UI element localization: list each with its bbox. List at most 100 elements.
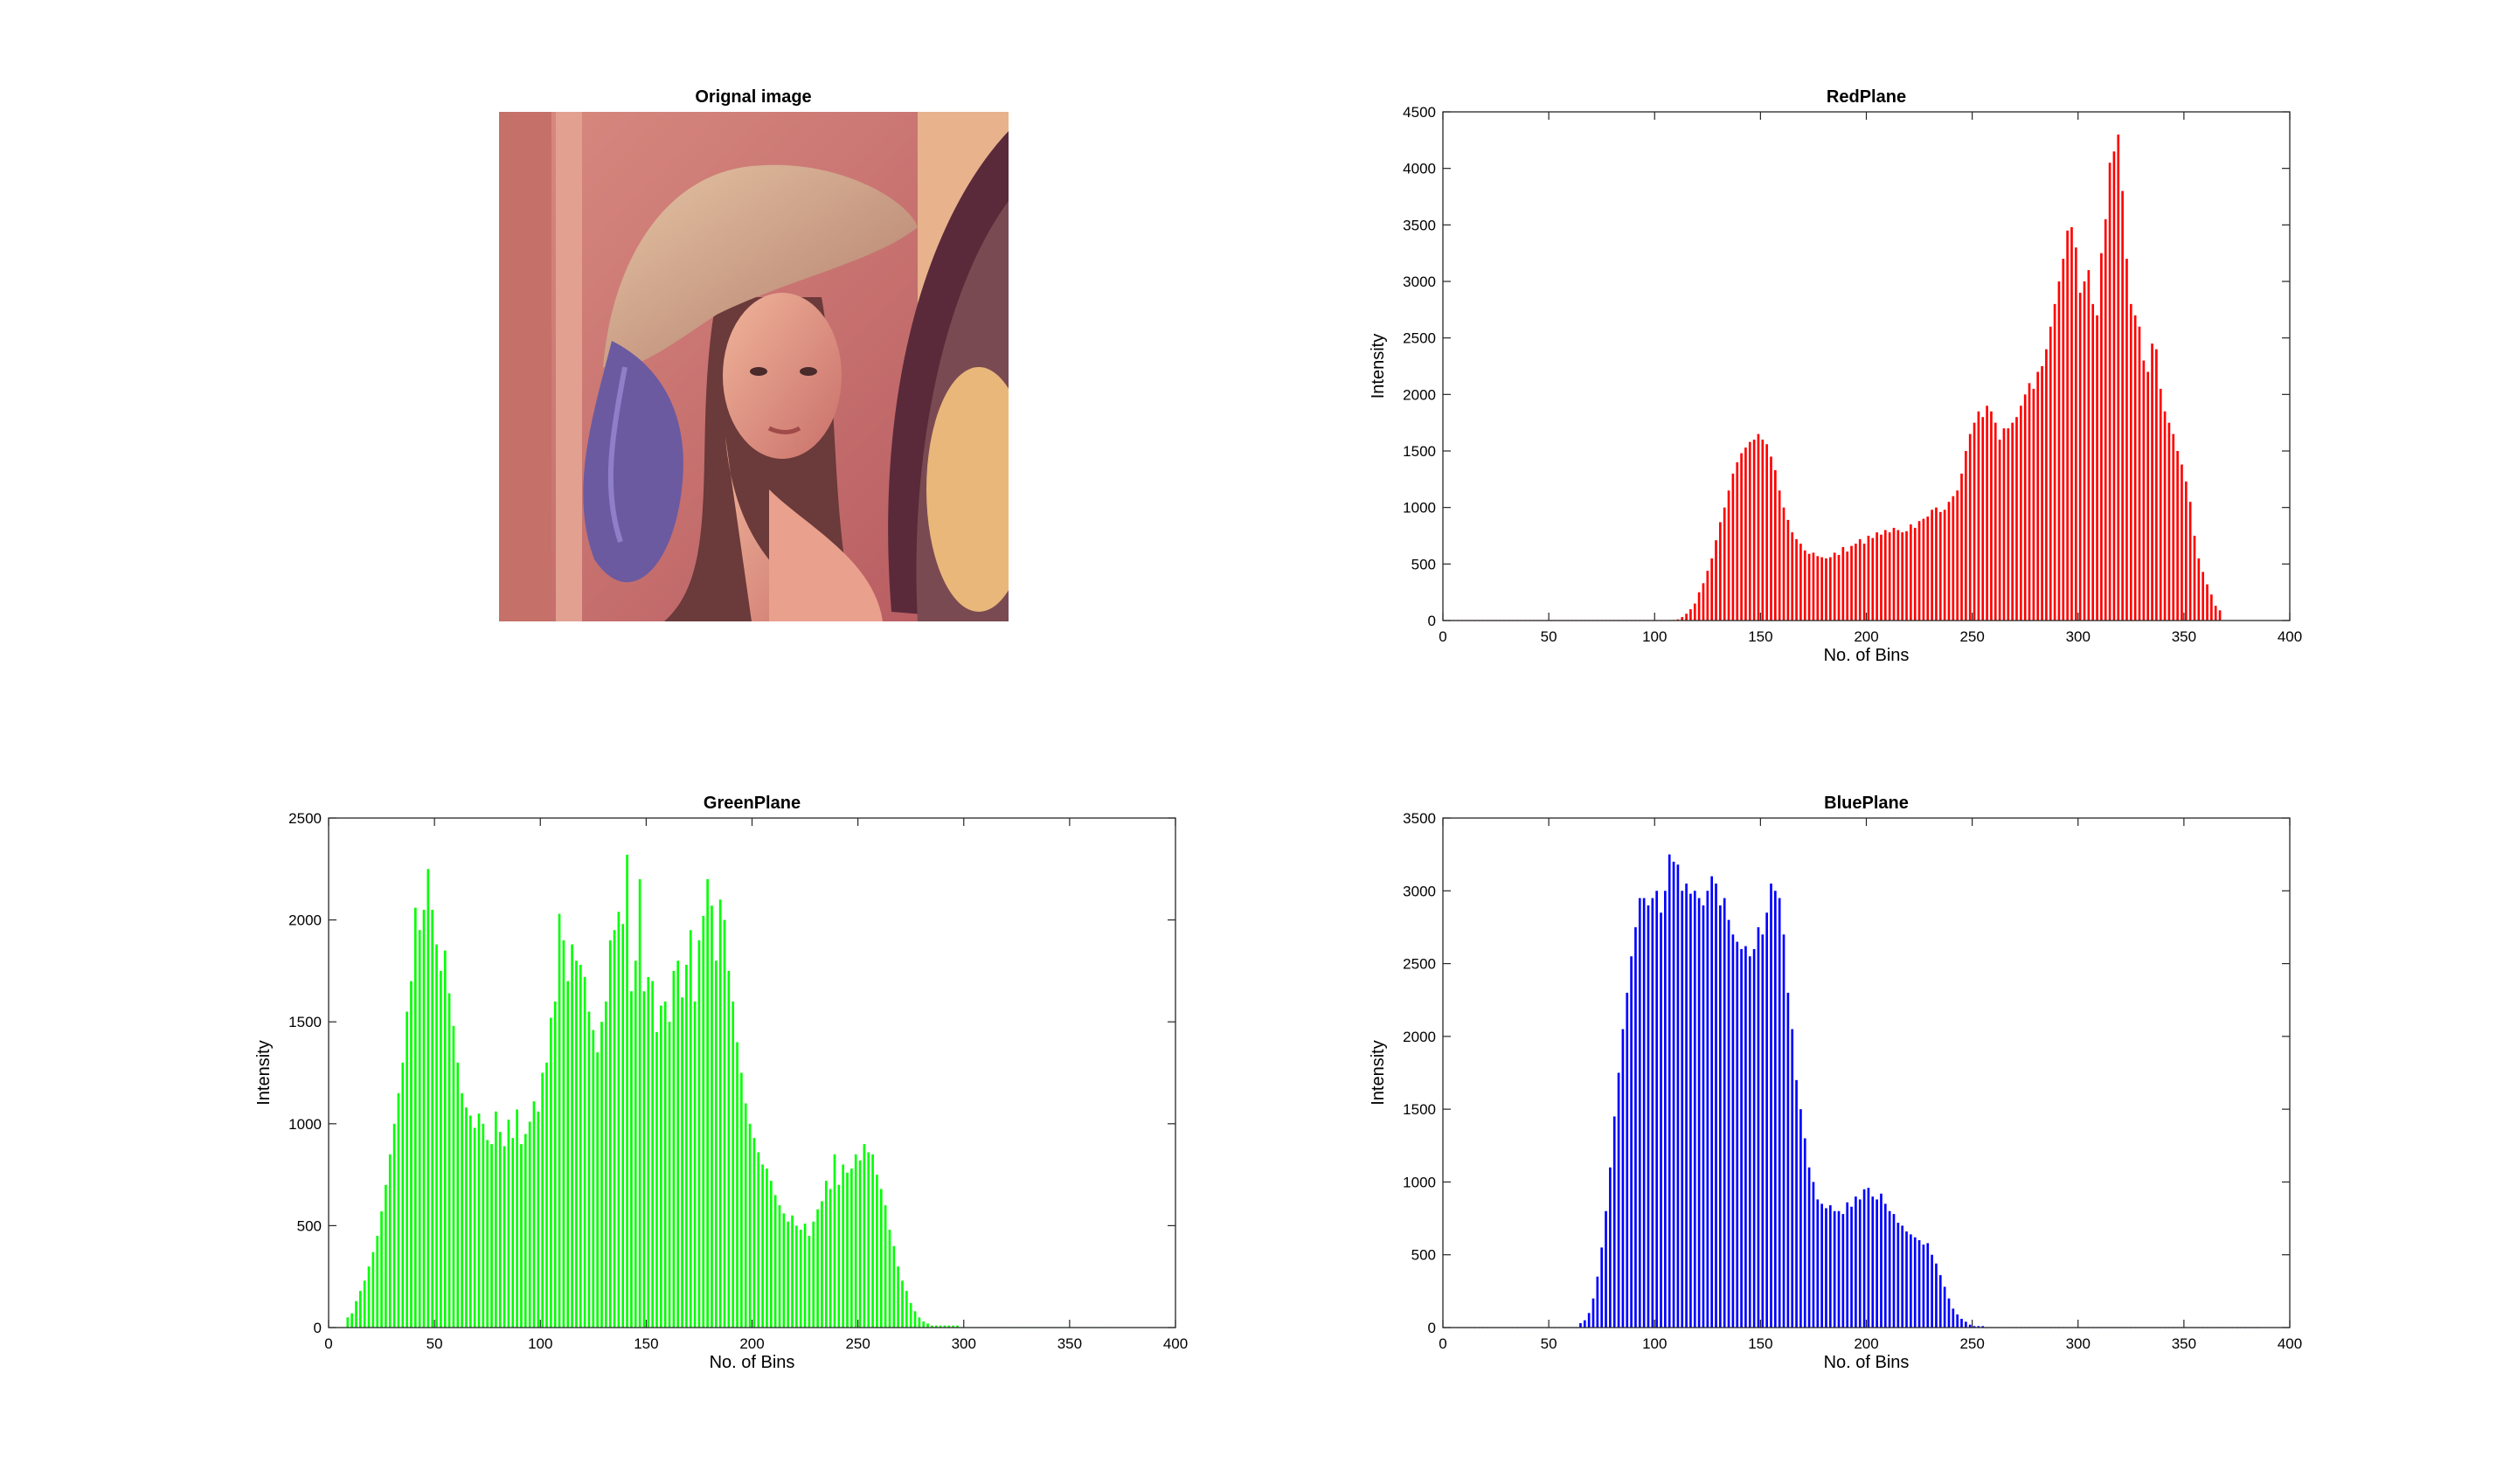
red-bar xyxy=(2053,303,2056,621)
green-bar xyxy=(608,940,612,1328)
green-bar xyxy=(803,1224,807,1328)
blue-bar xyxy=(1952,1308,1955,1328)
red-bar xyxy=(2112,151,2116,621)
red-bar xyxy=(1993,422,1997,621)
green-bar xyxy=(884,1205,887,1328)
green-bar xyxy=(503,1146,506,1328)
green-bar xyxy=(736,1042,738,1328)
green-bar xyxy=(507,1120,510,1328)
red-bar xyxy=(1710,558,1713,621)
green-bar xyxy=(714,960,718,1328)
green-bar xyxy=(371,1252,375,1328)
green-bar xyxy=(706,878,709,1328)
red-bar xyxy=(1892,527,1896,621)
red-bar xyxy=(1727,490,1730,621)
red-bar xyxy=(1706,571,1709,621)
green-y-tick-label: 0 xyxy=(314,1320,322,1336)
blue-bar xyxy=(1943,1286,1946,1328)
blue-bar xyxy=(1719,905,1722,1328)
blue-bar xyxy=(1630,956,1633,1328)
blue-bar xyxy=(1710,876,1713,1328)
blue-bar xyxy=(1668,854,1671,1328)
green-y-tick-label: 1000 xyxy=(288,1116,322,1133)
red-bar xyxy=(2151,343,2153,621)
green-bar xyxy=(426,869,430,1328)
red-bar xyxy=(2062,259,2065,621)
red-bar xyxy=(2083,281,2086,621)
blue-bar xyxy=(1672,861,1675,1328)
blue-bar xyxy=(1651,898,1654,1328)
red-bar xyxy=(2007,428,2010,621)
blue-bar xyxy=(1752,948,1756,1328)
green-bar xyxy=(376,1236,379,1328)
blue-bar xyxy=(1807,1167,1811,1328)
green-bar xyxy=(905,1291,908,1328)
green-bar xyxy=(600,1022,603,1328)
red-bar xyxy=(2125,259,2128,621)
blue-bar xyxy=(1862,1189,1866,1328)
blue-x-tick-label: 150 xyxy=(1748,1335,1772,1352)
red-bar xyxy=(1883,530,1887,621)
red-bar xyxy=(1943,510,1946,621)
green-y-tick-label: 2000 xyxy=(288,912,322,929)
red-bars xyxy=(1444,134,2222,621)
red-bar xyxy=(2036,371,2040,621)
green-bar xyxy=(821,1201,823,1328)
blue-y-tick-label: 3000 xyxy=(1403,883,1436,899)
original-image-panel: Orignal image xyxy=(499,87,1009,621)
blue-bar xyxy=(1647,905,1650,1328)
green-bar xyxy=(829,1189,832,1328)
red-bar xyxy=(1803,550,1806,621)
green-bar xyxy=(799,1230,802,1328)
blue-bar xyxy=(1786,992,1790,1328)
green-bar xyxy=(617,912,621,1328)
red-bar xyxy=(1998,440,2001,621)
red-bar xyxy=(2023,394,2027,621)
green-bar xyxy=(867,1152,870,1328)
red-bar xyxy=(1926,517,1930,621)
red-bar xyxy=(1888,532,1891,621)
green-bar xyxy=(909,1303,912,1328)
green-bar xyxy=(575,960,578,1328)
green-x-tick-label: 300 xyxy=(952,1335,976,1352)
green-bar xyxy=(744,1103,747,1328)
green-y-tick-label: 1500 xyxy=(288,1014,322,1030)
green-bar xyxy=(626,854,628,1328)
green-bar xyxy=(422,909,426,1328)
red-bar xyxy=(1731,473,1735,621)
blue-x-tick-label: 0 xyxy=(1439,1335,1446,1352)
red-bar xyxy=(1736,461,1739,621)
blue-bar xyxy=(1960,1319,1963,1328)
green-x-tick-label: 250 xyxy=(845,1335,870,1352)
red-bar xyxy=(2100,253,2103,621)
green-bar xyxy=(392,1123,396,1328)
green-bar xyxy=(367,1266,371,1328)
green-bar xyxy=(651,981,654,1328)
green-bar xyxy=(778,1205,781,1328)
red-x-tick-label: 300 xyxy=(2066,628,2091,645)
green-bar xyxy=(660,1005,662,1328)
green-bar xyxy=(583,976,586,1328)
green-bar xyxy=(406,1011,408,1328)
green-bar xyxy=(638,878,641,1328)
red-bar xyxy=(1807,553,1811,621)
blue-bar xyxy=(1812,1182,1815,1328)
red-y-tick-label: 3500 xyxy=(1403,217,1436,233)
green-bar xyxy=(939,1325,942,1328)
green-bar xyxy=(495,1111,497,1328)
green-bar xyxy=(863,1144,866,1328)
green-bar xyxy=(532,1101,536,1328)
blue-bar xyxy=(1748,956,1751,1328)
blue-bars xyxy=(1444,854,2259,1328)
red-bar xyxy=(1795,538,1798,621)
green-x-tick-label: 50 xyxy=(426,1335,443,1352)
red-y-axis-label: Intensity xyxy=(1369,334,1388,399)
green-bar xyxy=(537,1111,540,1328)
red-bar xyxy=(1876,532,1878,621)
red-bar xyxy=(2057,281,2061,621)
red-bar xyxy=(1752,440,1756,621)
red-bar xyxy=(1947,502,1951,621)
green-bar xyxy=(892,1245,896,1328)
red-bar xyxy=(1693,603,1696,621)
blue-x-tick-label: 250 xyxy=(1959,1335,1984,1352)
